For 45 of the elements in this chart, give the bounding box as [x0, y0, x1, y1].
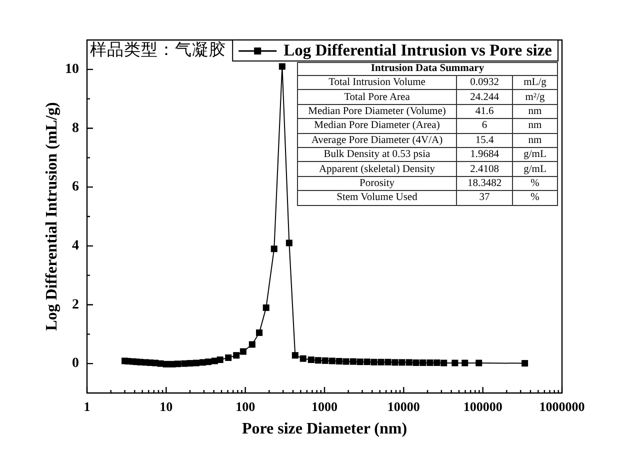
- y-tick-label: 2: [72, 297, 79, 312]
- annotation: Median Pore Diameter (Volume): [298, 104, 456, 119]
- y-tick-label: 0: [72, 356, 79, 372]
- annotation: 6: [456, 118, 512, 134]
- annotation: 18.3482: [456, 176, 512, 191]
- x-tick-label: 10000: [387, 399, 420, 414]
- annotation: 2.4108: [456, 162, 512, 176]
- y-tick-label: 10: [65, 62, 79, 78]
- annotation: 24.244: [456, 90, 512, 104]
- annotation: nm: [512, 133, 558, 148]
- annotation: 样品类型：气凝胶: [90, 40, 226, 60]
- annotation: Stem Volume Used: [298, 190, 456, 206]
- legend-label: Log Differential Intrusion vs Pore size: [284, 40, 552, 60]
- y-tick-label: 6: [72, 180, 79, 195]
- annotation: g/mL: [512, 147, 558, 162]
- x-tick-label: 100: [236, 399, 256, 414]
- annotation: Average Pore Diameter (4V/A): [298, 133, 456, 148]
- annotation: Median Pore Diameter (Area): [298, 118, 456, 134]
- annotation: nm: [512, 104, 558, 119]
- annotation: mL/g: [512, 76, 558, 90]
- annotation: 0.0932: [456, 76, 512, 90]
- annotation: %: [512, 176, 558, 191]
- x-tick-label: 1: [84, 399, 90, 414]
- annotation: 41.6: [456, 104, 512, 119]
- annotation: Total Intrusion Volume: [298, 76, 456, 90]
- x-tick-label: 10: [160, 399, 173, 414]
- y-tick-label: 4: [72, 238, 79, 254]
- annotation: g/mL: [512, 162, 558, 176]
- x-tick-label: 1000000: [539, 399, 585, 414]
- annotation: 1.9684: [456, 147, 512, 162]
- annotation: m²/g: [512, 90, 558, 104]
- annotation: Porosity: [298, 176, 456, 191]
- y-tick-label: 8: [72, 120, 79, 136]
- annotation: Bulk Density at 0.53 psia: [298, 147, 456, 162]
- x-axis-title: Pore size Diameter (nm): [242, 420, 408, 438]
- annotation: nm: [512, 118, 558, 134]
- annotation: Apparent (skeletal) Density: [298, 162, 456, 176]
- annotation: 15.4: [456, 133, 512, 148]
- annotation: Intrusion Data Summary: [298, 62, 558, 76]
- y-axis-title: Log Differential Intrusion (mL/g): [44, 102, 61, 331]
- x-tick-label: 100000: [463, 399, 502, 414]
- x-tick-label: 1000: [312, 399, 338, 414]
- annotation: 37: [456, 190, 512, 206]
- annotation: Total Pore Area: [298, 90, 456, 104]
- annotation: %: [512, 190, 558, 206]
